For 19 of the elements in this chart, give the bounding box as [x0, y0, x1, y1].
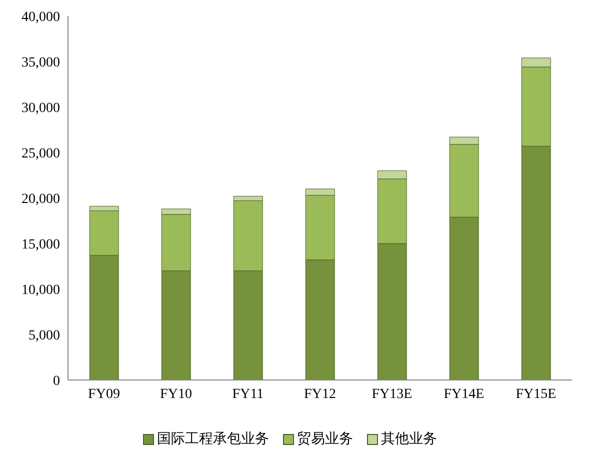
y-tick-label: 0	[53, 374, 60, 389]
x-tick-label: FY13E	[372, 386, 412, 402]
x-tick-label: FY15E	[516, 386, 556, 402]
x-tick-label: FY12	[304, 386, 336, 402]
legend-label: 其他业务	[380, 430, 437, 448]
y-tick-label: 25,000	[22, 146, 60, 162]
y-tick-label: 15,000	[22, 237, 60, 252]
x-tick-label: FY10	[160, 386, 192, 402]
y-tick-label: 20,000	[22, 192, 60, 207]
legend-label: 贸易业务	[296, 430, 353, 448]
y-tick-label: 35,000	[22, 55, 60, 70]
y-tick-label: 40,000	[22, 10, 60, 25]
x-tick-label: FY14E	[444, 386, 484, 402]
x-tick-label: FY09	[88, 386, 120, 402]
y-tick-label: 10,000	[22, 282, 60, 298]
x-tick-label: FY11	[232, 386, 264, 402]
legend-label: 国际工程承包业务	[156, 430, 269, 448]
y-tick-label: 5,000	[28, 328, 60, 344]
y-tick-label: 30,000	[22, 100, 60, 116]
